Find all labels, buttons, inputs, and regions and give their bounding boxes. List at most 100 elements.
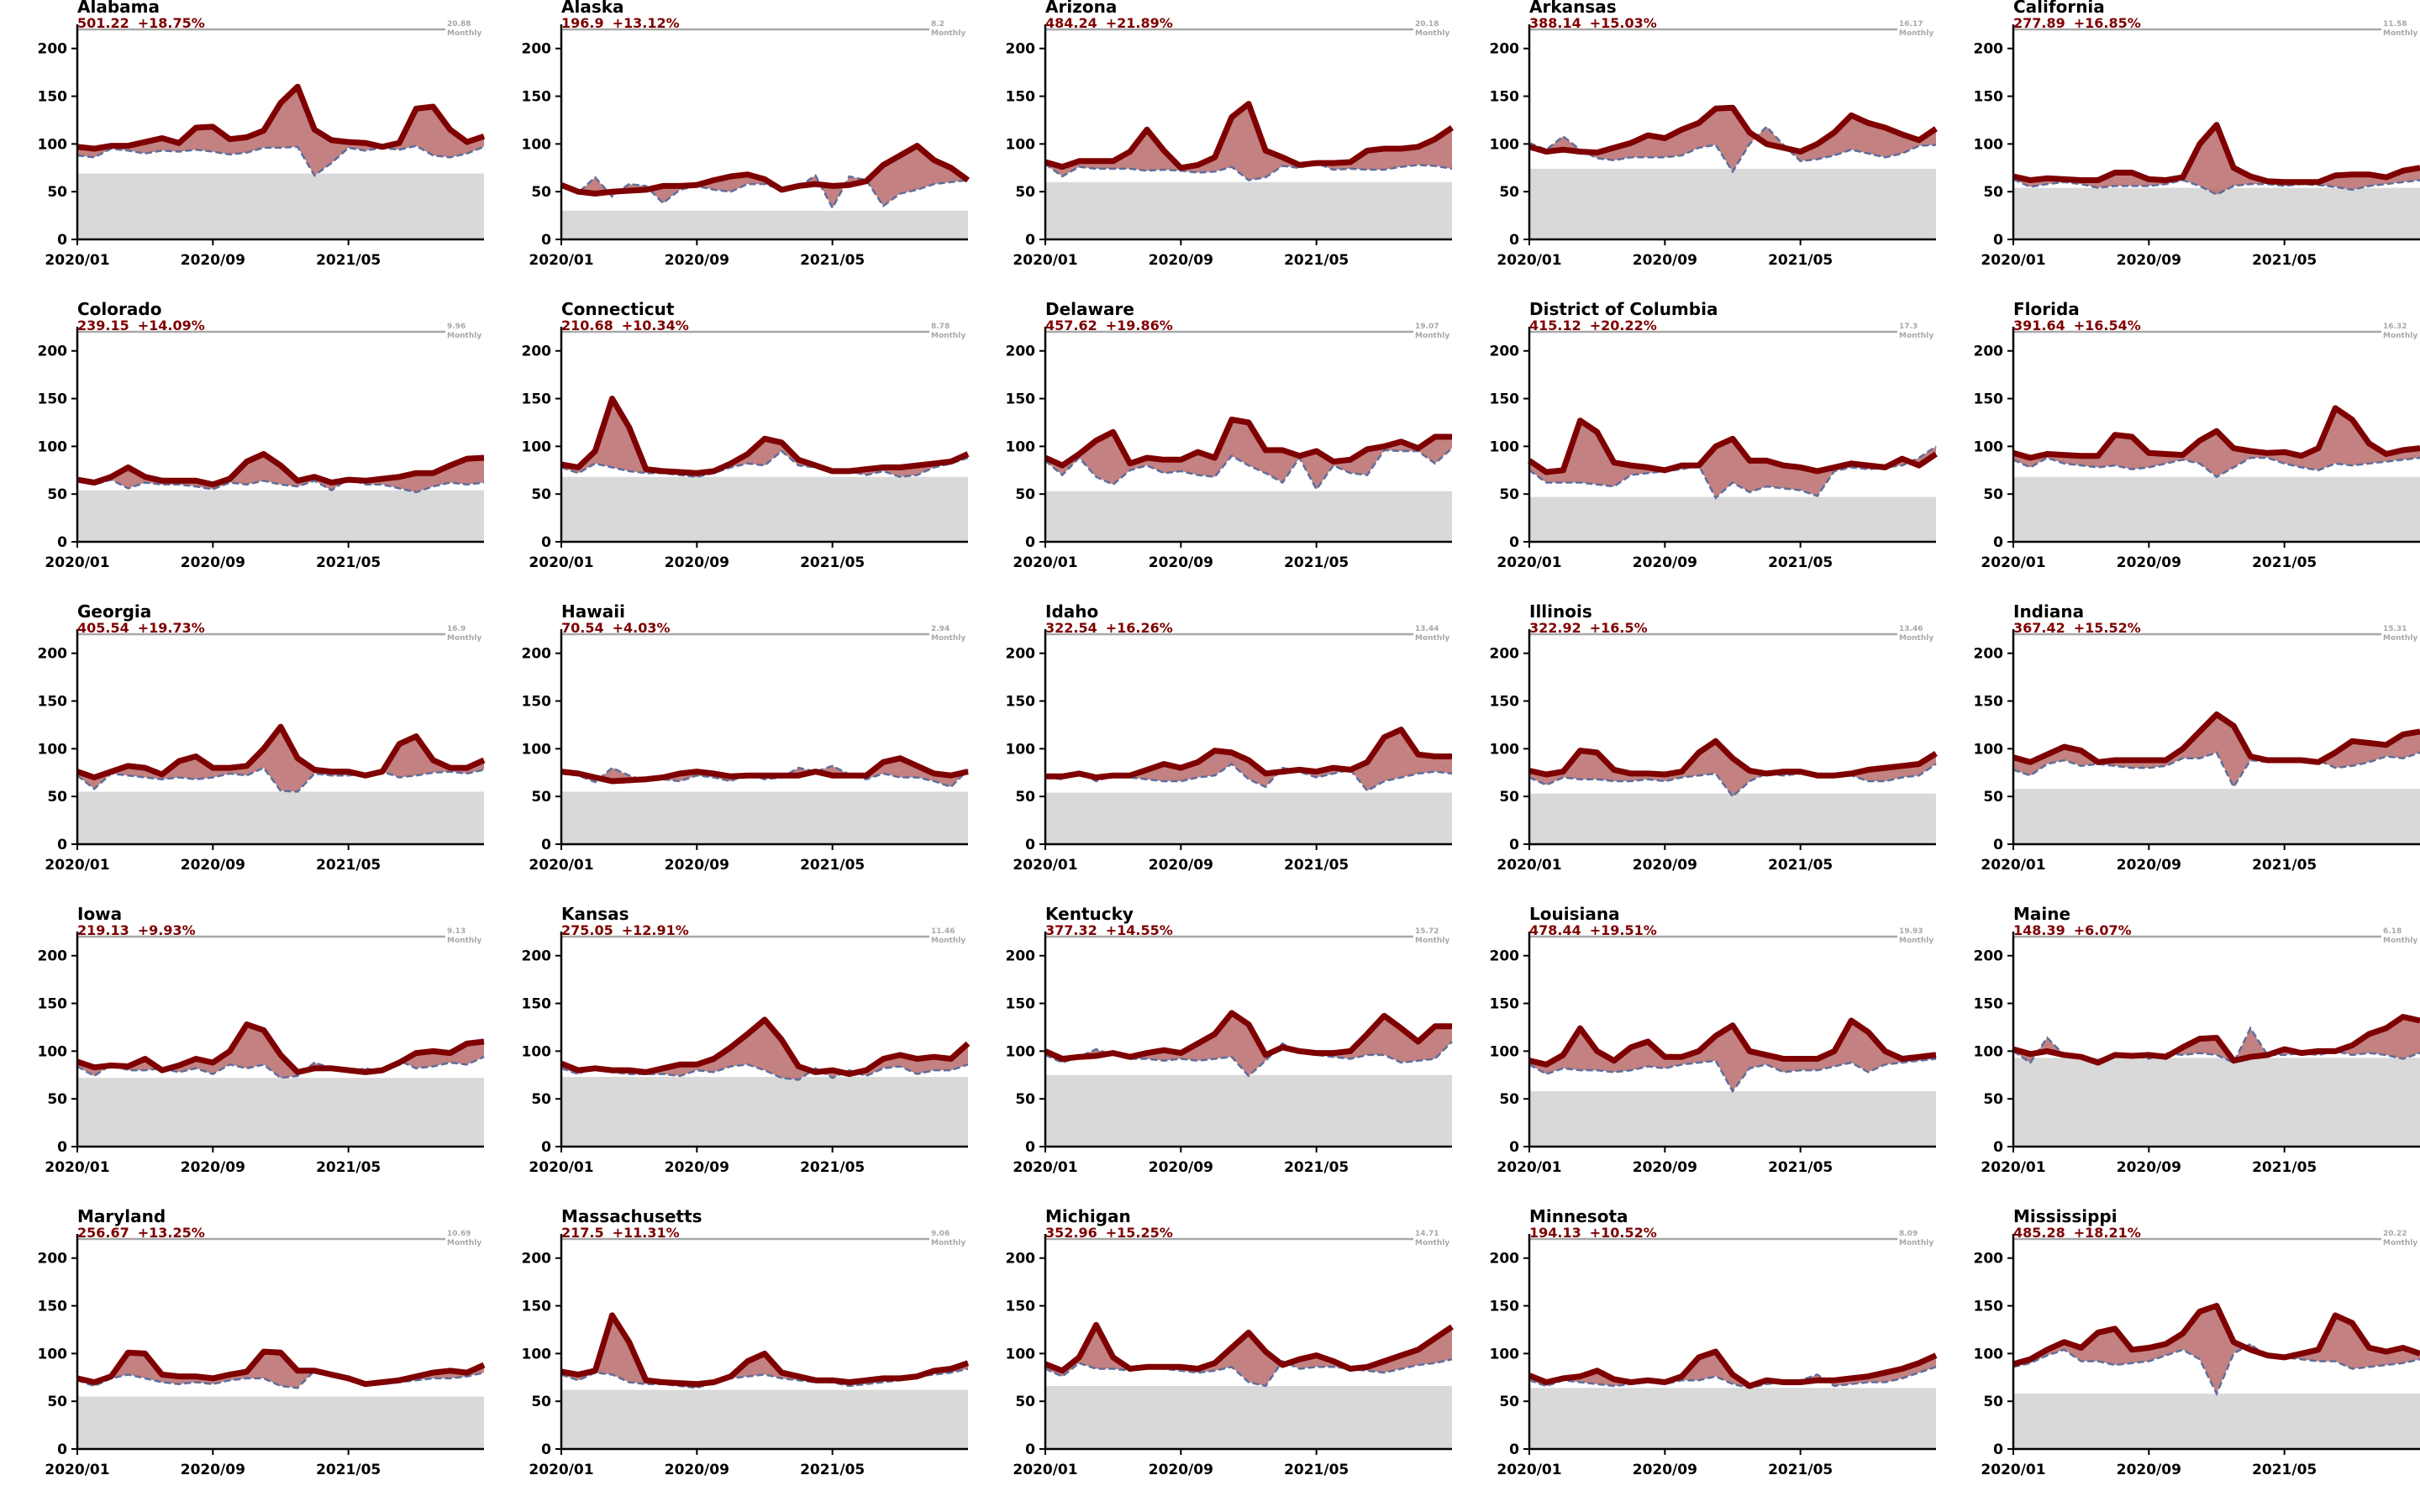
- state-name: Georgia: [77, 601, 152, 622]
- x-tick-label: 2020/09: [1149, 554, 1213, 571]
- y-tick-label: 50: [1499, 1394, 1519, 1410]
- x-tick-label: 2020/01: [529, 1462, 593, 1478]
- y-tick-label: 200: [522, 41, 552, 58]
- state-change: +13.12%: [612, 15, 680, 31]
- y-tick-label: 0: [1025, 232, 1035, 249]
- upper-series-line: [1528, 738, 1938, 779]
- aux-annotation: 8.2 Monthly: [931, 20, 965, 39]
- aux-label: Monthly: [447, 1239, 482, 1247]
- x-tick-label: 2020/09: [665, 1462, 729, 1478]
- x-tick-label: 2020/01: [1013, 857, 1077, 874]
- y-tick-label: 100: [1974, 1043, 2004, 1060]
- y-tick-label: 50: [1983, 789, 2003, 806]
- baseline-band: [1529, 496, 1936, 542]
- lower-series-line: [76, 766, 485, 793]
- state-change: +21.89%: [1105, 15, 1173, 31]
- y-tick-label: 0: [57, 1441, 67, 1458]
- state-change: +18.21%: [2073, 1225, 2141, 1241]
- y-tick-label: 0: [57, 232, 67, 249]
- state-change: +18.75%: [137, 15, 205, 31]
- upper-series-line: [560, 1312, 970, 1388]
- x-tick-label: 2021/05: [800, 1462, 865, 1478]
- y-tick-label: 150: [1490, 1299, 1520, 1315]
- lower-series-line: [76, 1056, 485, 1079]
- lower-series-line: [76, 477, 485, 494]
- range-fill: [2013, 1305, 2420, 1394]
- y-tick-label: 0: [541, 232, 551, 249]
- y-tick-label: 0: [1993, 837, 2003, 853]
- x-tick-label: 2021/05: [316, 252, 381, 269]
- y-tick-label: 50: [47, 1394, 67, 1410]
- y-tick-label: 100: [1490, 741, 1520, 758]
- x-tick-label: 2021/05: [1768, 1462, 1833, 1478]
- state-value: 322.92: [1529, 620, 1581, 636]
- y-tick-label: 50: [531, 486, 551, 503]
- y-tick-label: 50: [47, 789, 67, 806]
- y-tick-label: 200: [1006, 1251, 1036, 1268]
- y-tick-label: 200: [522, 1251, 552, 1268]
- state-panel: 0 50 100 150 200 2020/01 2020/09 2021/05 Massach…: [484, 1206, 970, 1512]
- state-value: 501.22: [77, 15, 129, 31]
- baseline-band: [1529, 1388, 1936, 1449]
- y-tick-label: 150: [1490, 694, 1520, 711]
- aux-annotation: 11.46 Monthly: [931, 927, 965, 946]
- aux-annotation: 13.46 Monthly: [1899, 625, 1934, 643]
- lower-series-line: [560, 449, 969, 478]
- y-tick-label: 200: [1490, 41, 1520, 58]
- baseline-band: [2013, 1058, 2420, 1147]
- aux-annotation: 9.13 Monthly: [447, 927, 481, 946]
- x-tick-label: 2020/01: [1497, 1462, 1561, 1478]
- lower-series-line: [560, 764, 969, 789]
- aux-label: Monthly: [447, 332, 482, 340]
- state-panel: 0 50 100 150 200 2020/01 2020/09 2021/05 Arizona…: [968, 0, 1454, 302]
- range-fill: [1529, 108, 1936, 172]
- upper-series-line: [1528, 417, 1938, 475]
- state-value: 277.89: [2013, 15, 2065, 31]
- state-chart: 0 50 100 150 200 2020/01 2020/09 2021/05: [38, 327, 485, 571]
- y-tick-label: 50: [1015, 486, 1035, 503]
- baseline-band: [1045, 792, 1452, 844]
- x-tick-label: 2021/05: [316, 1159, 381, 1176]
- state-chart: 0 50 100 150 200 2020/01 2020/09 2021/05: [522, 629, 969, 874]
- x-tick-label: 2020/01: [1981, 857, 2045, 874]
- state-panel: 0 50 100 150 200 2020/01 2020/09 2021/05 Idaho 32…: [968, 601, 1453, 907]
- state-chart: 0 50 100 150 200 2020/01 2020/09 2021/05: [522, 1234, 970, 1478]
- state-chart: 0 50 100 150 200 2020/01 2020/09 2021/05: [522, 24, 971, 269]
- y-tick-label: 50: [1499, 1091, 1519, 1108]
- aux-label: Monthly: [1899, 937, 1934, 945]
- baseline-band: [77, 1078, 484, 1147]
- state-stats: 478.44 +19.51%: [1529, 922, 1657, 938]
- state-value: 194.13: [1529, 1225, 1581, 1241]
- y-tick-label: 0: [1025, 837, 1035, 853]
- y-tick-label: 50: [531, 184, 551, 201]
- state-chart: 0 50 100 150 200 2020/01 2020/09 2021/05: [1974, 932, 2420, 1176]
- y-tick-label: 200: [1490, 948, 1520, 965]
- x-tick-label: 2021/05: [2252, 1462, 2317, 1478]
- range-fill: [2013, 407, 2420, 477]
- state-value: 217.5: [561, 1225, 604, 1241]
- state-value: 275.05: [561, 922, 613, 938]
- x-tick-label: 2021/05: [800, 857, 865, 874]
- aux-value: 10.69: [447, 1230, 471, 1238]
- x-tick-label: 2020/01: [1981, 1159, 2045, 1176]
- y-tick-label: 100: [38, 136, 68, 153]
- aux-annotation: 20.22 Monthly: [2383, 1230, 2417, 1248]
- y-tick-label: 50: [1499, 184, 1519, 201]
- state-change: +16.54%: [2073, 318, 2141, 333]
- upper-series-line: [1044, 1010, 1452, 1062]
- state-chart: 0 50 100 150 200 2020/01 2020/09 2021/05: [522, 932, 971, 1176]
- aux-label: Monthly: [2383, 937, 2418, 945]
- lower-series-line: [1528, 445, 1937, 500]
- y-tick-label: 100: [522, 438, 552, 455]
- x-tick-label: 2020/09: [2117, 1462, 2181, 1478]
- y-tick-label: 0: [1509, 837, 1519, 853]
- state-chart: 0 50 100 150 200 2020/01 2020/09 2021/05: [1006, 629, 1453, 874]
- y-tick-label: 200: [1974, 41, 2004, 58]
- aux-label: Monthly: [1899, 634, 1934, 643]
- range-fill: [1529, 420, 1936, 498]
- aux-annotation: 20.88 Monthly: [447, 20, 481, 39]
- x-tick-label: 2020/09: [1633, 252, 1697, 269]
- aux-label: Monthly: [1415, 332, 1450, 340]
- range-fill: [77, 1024, 484, 1079]
- y-tick-label: 50: [1983, 486, 2003, 503]
